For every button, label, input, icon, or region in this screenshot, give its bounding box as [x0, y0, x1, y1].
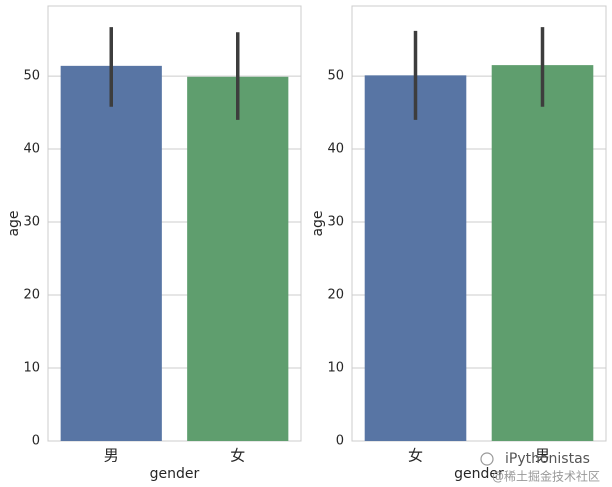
y-tick-label: 40	[23, 142, 40, 157]
y-tick-label: 30	[23, 215, 40, 230]
x-tick-label: 男	[104, 447, 119, 465]
y-tick-label: 10	[327, 361, 344, 376]
plot-frame	[47, 5, 302, 442]
x-tick-label: 男	[535, 447, 550, 465]
y-tick-label: 0	[336, 434, 344, 449]
x-axis-label: gender	[454, 466, 504, 482]
x-tick-label: 女	[230, 447, 245, 465]
y-tick-label: 40	[327, 142, 344, 157]
y-tick-label: 10	[23, 361, 40, 376]
bar	[491, 65, 594, 441]
y-axis-label: age	[6, 210, 22, 236]
bar	[60, 65, 162, 441]
y-tick-label: 50	[23, 69, 40, 84]
bar	[187, 76, 289, 441]
x-tick-label: 女	[408, 447, 423, 465]
y-tick-label: 20	[327, 288, 344, 303]
y-tick-label: 20	[23, 288, 40, 303]
plot-frame	[351, 5, 607, 442]
watermark-site: @稀土掘金技术社区	[492, 469, 600, 484]
y-tick-label: 0	[32, 434, 40, 449]
y-tick-label: 30	[327, 215, 344, 230]
watermark-icon	[480, 452, 494, 466]
y-axis-label: age	[310, 210, 326, 236]
y-tick-label: 50	[327, 69, 344, 84]
subplot: 0 10 20 30 40 50 男 女 gender age	[6, 5, 302, 482]
watermark-name: iPythonistas	[505, 451, 590, 467]
x-axis-label: gender	[150, 466, 200, 482]
bar	[364, 75, 467, 441]
watermark: iPythonistas @稀土掘金技术社区	[480, 451, 600, 484]
subplot: 0 10 20 30 40 50 女 男 gender age	[310, 5, 607, 482]
